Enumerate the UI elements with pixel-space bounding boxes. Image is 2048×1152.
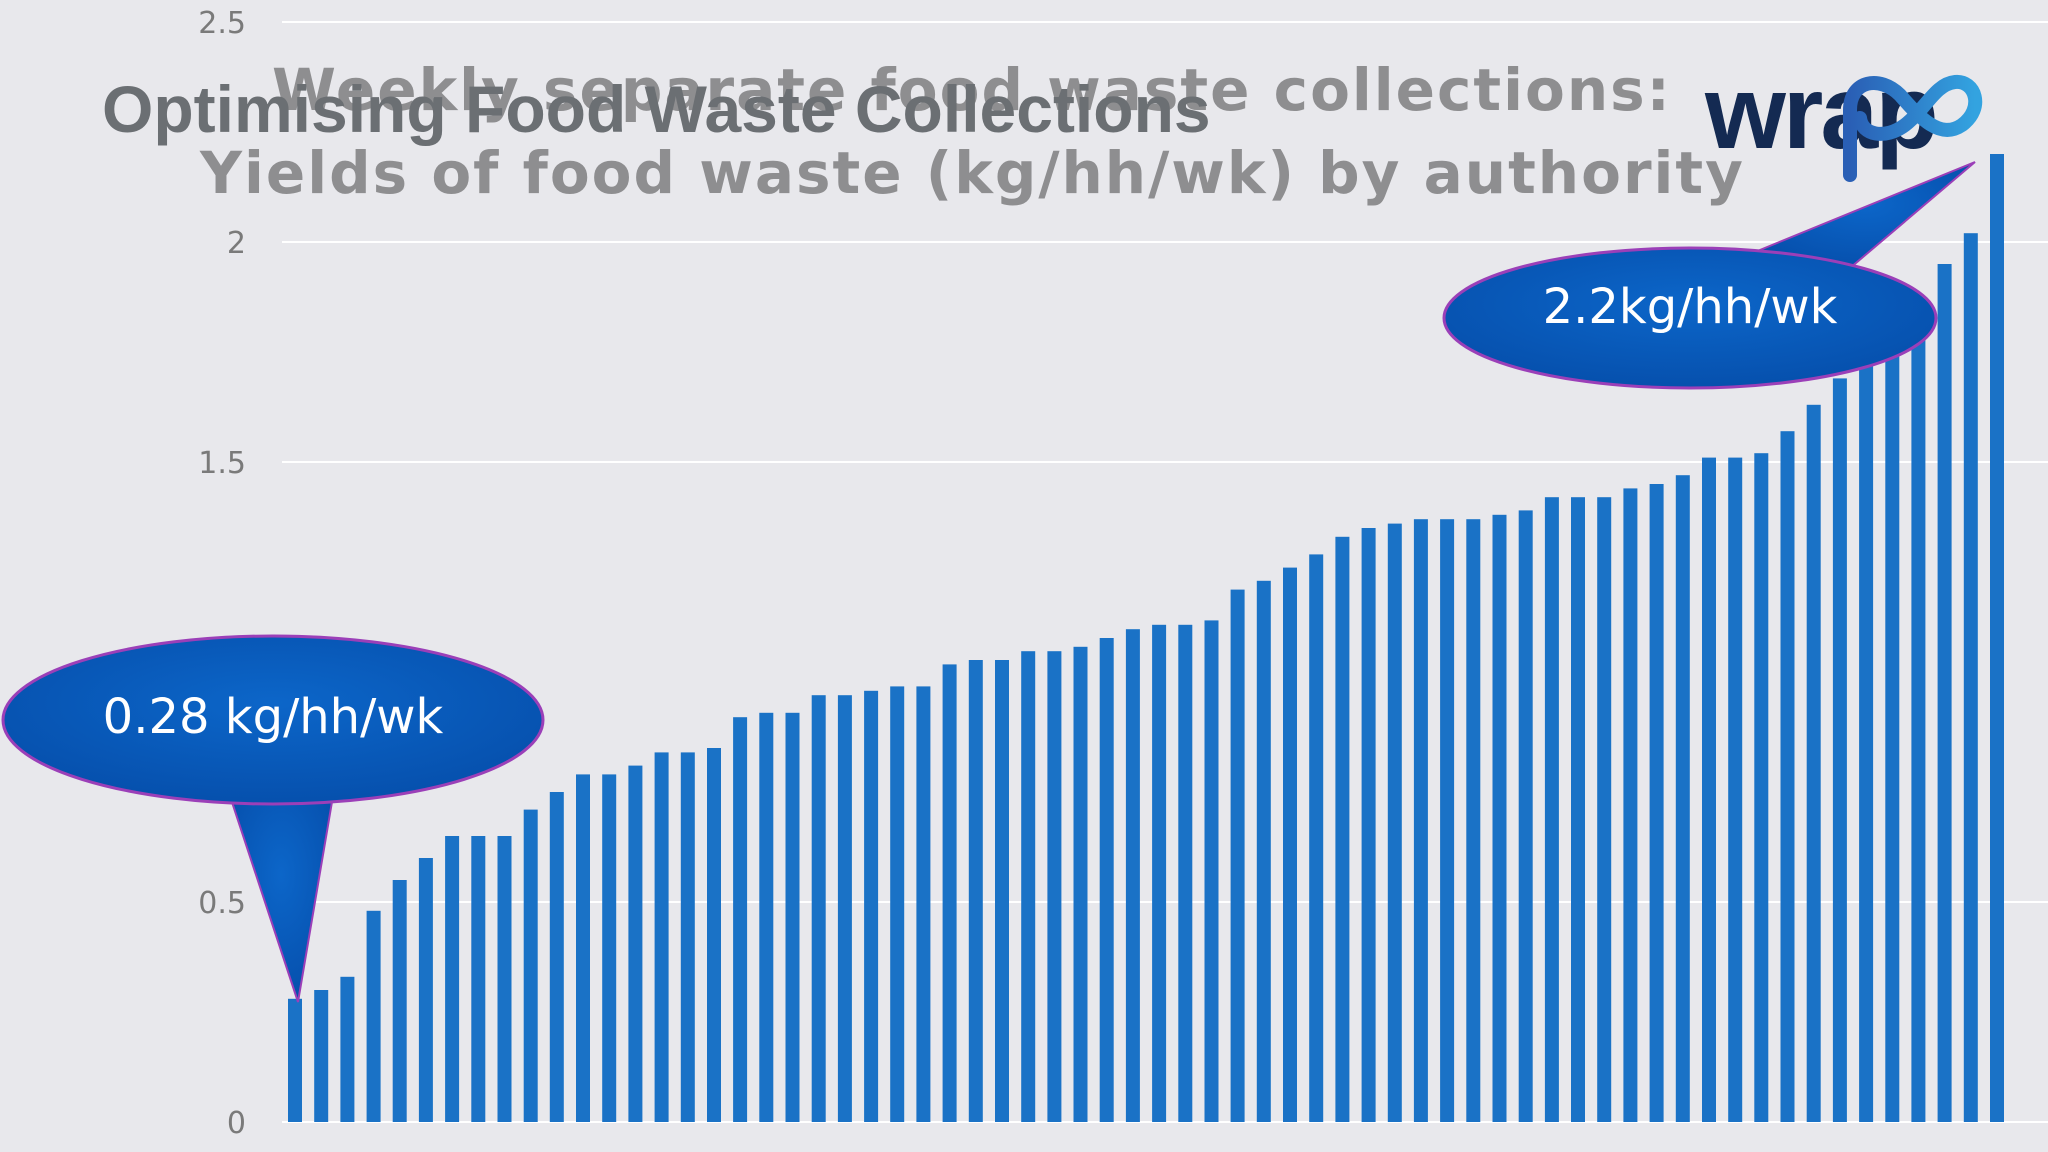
bar (759, 712, 774, 1122)
bar (1099, 638, 1114, 1122)
bar (1937, 264, 1952, 1122)
bar (654, 752, 669, 1122)
bar (942, 664, 957, 1122)
bar (890, 686, 905, 1122)
bar (1518, 510, 1533, 1122)
bar (1780, 431, 1795, 1122)
bar (1178, 624, 1193, 1122)
bar (1047, 651, 1062, 1122)
bar (1544, 497, 1559, 1122)
bar (1466, 519, 1481, 1122)
bar (1309, 554, 1324, 1122)
y-tick-label: 1.5 (198, 446, 246, 481)
bars (288, 154, 2004, 1123)
chart-title: Weekly separate food waste collections: (272, 56, 1672, 124)
bar (1859, 352, 1874, 1122)
callout-max: 2.2kg/hh/wk (1442, 161, 1976, 390)
y-tick-label: 2 (227, 226, 246, 261)
bar (1021, 651, 1036, 1122)
bar (576, 774, 590, 1122)
bar (1675, 475, 1690, 1122)
bar (340, 976, 355, 1122)
bar (1911, 299, 1926, 1122)
bar (497, 836, 512, 1122)
bar (523, 809, 538, 1122)
wrap-logo: wrap (1704, 55, 1983, 182)
bar (1623, 488, 1638, 1122)
bar (1571, 497, 1585, 1122)
bar (1597, 497, 1612, 1122)
bar (1990, 154, 2004, 1122)
bar (1806, 404, 1821, 1122)
bar (1152, 624, 1167, 1122)
bar (366, 910, 381, 1122)
bar (707, 748, 721, 1122)
callout-max-label: 2.2kg/hh/wk (1543, 279, 1838, 335)
bar (288, 998, 302, 1122)
bar (785, 712, 800, 1122)
bar (1256, 580, 1271, 1122)
bar (1963, 233, 1978, 1122)
bar (1335, 536, 1350, 1122)
bar (1230, 589, 1245, 1122)
bar (471, 836, 486, 1122)
bar (1283, 567, 1297, 1122)
chart-subtitle: Yields of food waste (kg/hh/wk) by autho… (199, 139, 1745, 207)
logo-text: wrap (1704, 55, 1936, 171)
bar (549, 792, 564, 1122)
bar (837, 695, 852, 1122)
slide-title: Optimising Food Waste Collections (102, 72, 1211, 146)
y-tick-label: 2.5 (198, 6, 246, 41)
bar (1204, 620, 1219, 1122)
bar (1649, 484, 1664, 1122)
bar (1073, 646, 1088, 1122)
bar (1413, 519, 1428, 1122)
bar (968, 660, 983, 1122)
bar (1702, 457, 1716, 1123)
bar (1440, 519, 1455, 1122)
bar (418, 858, 433, 1122)
bar (1387, 523, 1402, 1122)
bar (733, 717, 748, 1122)
bar (811, 695, 826, 1122)
callout-min-label: 0.28 kg/hh/wk (103, 689, 444, 745)
bar (445, 836, 460, 1122)
bar (1728, 457, 1743, 1123)
bar (680, 752, 695, 1122)
callout-max-bubble (1442, 246, 1938, 390)
y-axis-ticks: 0 0.5 1.5 2 2.5 (198, 6, 246, 1141)
bar (1885, 330, 1900, 1122)
y-tick-label: 0 (227, 1106, 246, 1141)
bar (1125, 629, 1140, 1122)
bar (1361, 528, 1376, 1122)
bar (995, 660, 1009, 1122)
bar (864, 690, 879, 1122)
callout-min: 0.28 kg/hh/wk (1, 634, 545, 1003)
callout-min-bubble (1, 634, 545, 806)
bar (628, 765, 643, 1122)
bar (602, 774, 617, 1122)
bar (1832, 378, 1847, 1122)
logo-loop-icon (1843, 75, 1983, 182)
bar (1754, 453, 1769, 1122)
bar (314, 990, 329, 1122)
bar (916, 686, 931, 1122)
bar (1492, 514, 1507, 1122)
y-tick-label: 0.5 (198, 886, 246, 921)
bar (392, 880, 407, 1122)
